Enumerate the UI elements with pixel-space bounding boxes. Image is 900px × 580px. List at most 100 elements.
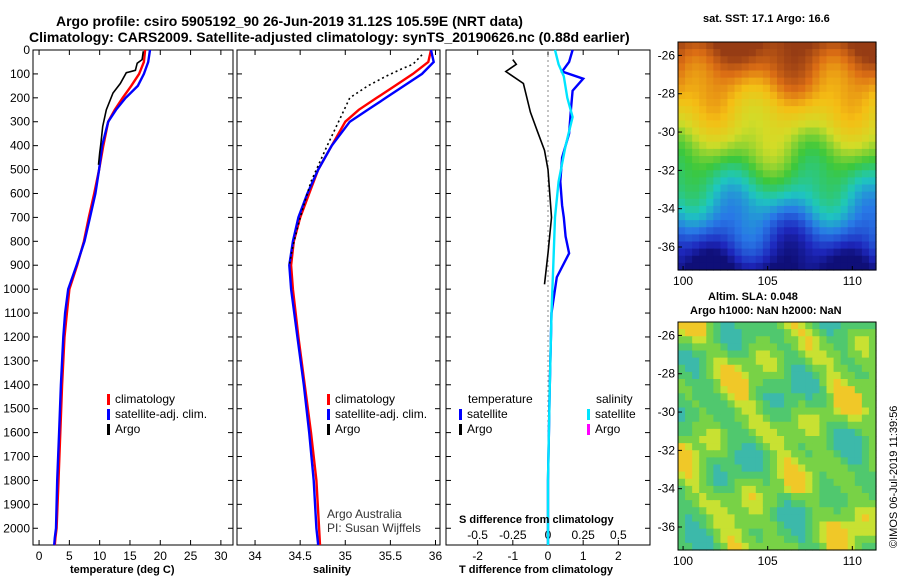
sla-cell [706, 421, 714, 430]
sla-cell [685, 386, 693, 394]
sst-cell [741, 234, 750, 243]
depth-tick-label: 200 [10, 91, 30, 105]
sst-cell [748, 120, 757, 129]
sst-cell [819, 220, 828, 228]
sla-cell [861, 379, 870, 387]
sla-cell [699, 521, 707, 530]
sst-cell [784, 184, 792, 193]
sla-cell [847, 350, 856, 359]
sla-cell [720, 393, 729, 401]
sla-cell [840, 521, 849, 530]
sst-cell [784, 234, 792, 243]
sla-cell [769, 457, 778, 466]
sla-cell [678, 542, 686, 551]
sla-cell [854, 379, 863, 387]
sst-cell [826, 198, 835, 207]
sla-cell [854, 421, 863, 430]
sst-cell [777, 120, 785, 129]
sst-cell [826, 248, 835, 257]
sst-cell [755, 241, 764, 250]
sla-cell [692, 421, 700, 430]
xtick-label-salinity: 34.5 [288, 549, 312, 563]
sst-cell [798, 77, 806, 86]
sla-cell [678, 514, 686, 523]
sst-cell [727, 255, 736, 264]
sla-cell [692, 386, 700, 394]
sst-cell [861, 248, 870, 257]
sst-cell [727, 63, 736, 72]
sla-cell [868, 514, 877, 523]
sla-cell [727, 464, 736, 473]
sst-cell [755, 120, 764, 129]
sst-cell [748, 42, 757, 50]
sla-cell [755, 521, 764, 530]
sst-cell [720, 234, 729, 243]
sla-cell [861, 386, 870, 394]
sst-cell [826, 127, 835, 136]
sla-cell [734, 485, 743, 494]
sla-cell [861, 493, 870, 501]
sla-cell [805, 414, 813, 423]
temperature-xlabel: temperature (deg C) [70, 564, 175, 576]
sla-cell [784, 350, 792, 359]
sla-cell [798, 428, 806, 437]
sst-cell [685, 163, 693, 171]
sla-cell [720, 343, 729, 352]
sla-cell [720, 379, 729, 387]
sst-cell [791, 42, 799, 50]
sst-cell [692, 134, 700, 143]
sst-cell [826, 91, 835, 100]
sst-cell [748, 134, 757, 143]
sst-cell [791, 106, 799, 114]
sla-cell [769, 393, 778, 401]
sla-cell [840, 485, 849, 494]
sst-cell [826, 106, 835, 114]
sla-cell [805, 386, 813, 394]
sst-cell [798, 170, 806, 178]
sst-cell [706, 134, 714, 143]
sla-cell [777, 514, 785, 523]
sla-cell [748, 407, 757, 416]
sla-cell [720, 350, 729, 359]
sst-cell [812, 113, 821, 121]
sla-cell [713, 350, 722, 359]
depth-tick-label: 1100 [4, 306, 30, 320]
sst-cell [755, 127, 764, 136]
depth-tick-label: 1500 [3, 402, 30, 416]
sst-cell [706, 42, 714, 50]
sla-cell [762, 500, 771, 508]
sst-cell [861, 198, 870, 207]
sla-cell [847, 450, 856, 458]
sla-cell [777, 322, 785, 330]
sst-cell [805, 127, 813, 136]
sla-cell [784, 485, 792, 494]
sst-cell [692, 248, 700, 257]
sla-cell [868, 464, 877, 473]
sla-cell [685, 542, 693, 551]
sla-cell [734, 514, 743, 523]
diff-legend-t-sat-swatch [459, 409, 462, 420]
sst-ytick-label: -30 [658, 125, 676, 139]
sla-cell [727, 393, 736, 401]
sst-cell [699, 227, 707, 235]
sst-cell [784, 56, 792, 64]
sla-cell [833, 478, 842, 487]
sla-cell [741, 457, 750, 466]
sla-cell [784, 322, 792, 330]
sla-cell [777, 386, 785, 394]
sst-cell [685, 184, 693, 193]
sst-cell [826, 120, 835, 129]
sst-cell [734, 177, 743, 186]
sst-cell [678, 63, 686, 72]
sst-cell [748, 184, 757, 193]
sla-cell [784, 436, 792, 444]
sla-cell [748, 493, 757, 501]
sla-cell [685, 343, 693, 352]
sst-cell [769, 227, 778, 235]
sla-cell [805, 364, 813, 373]
sla-cell [692, 350, 700, 359]
sst-cell [868, 156, 877, 164]
sst-cell [861, 77, 870, 86]
sla-cell [769, 535, 778, 544]
sla-cell [854, 364, 863, 373]
